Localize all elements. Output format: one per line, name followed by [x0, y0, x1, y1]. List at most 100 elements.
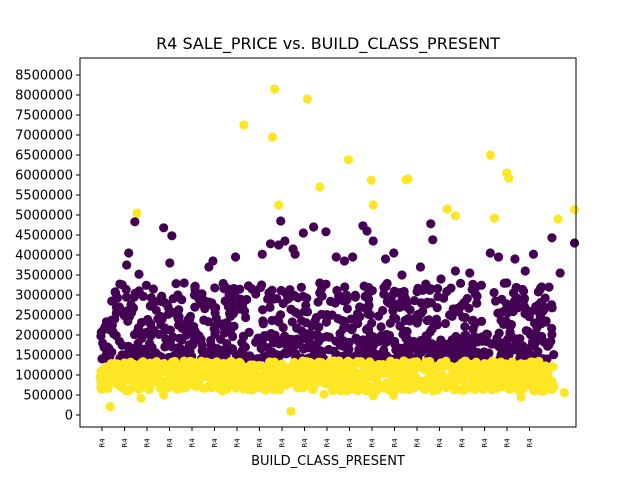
data-point [224, 284, 234, 294]
data-point [260, 385, 271, 395]
data-point [291, 340, 301, 350]
data-point [210, 329, 220, 339]
data-point [139, 344, 150, 354]
data-point [239, 120, 249, 130]
data-point [520, 303, 530, 313]
data-point [455, 278, 466, 288]
data-point [166, 375, 176, 385]
data-point [235, 349, 245, 359]
y-tick-label: 5500000 [15, 189, 73, 204]
data-point [368, 236, 378, 246]
data-point [363, 309, 373, 319]
x-tick-label: R4 [301, 438, 309, 448]
data-point [180, 376, 190, 386]
data-point [138, 291, 148, 301]
data-point [536, 319, 546, 329]
data-point [287, 361, 297, 372]
data-point [203, 382, 213, 392]
data-point [508, 288, 519, 298]
plot-frame [79, 57, 577, 428]
data-point [317, 291, 327, 301]
data-point [298, 358, 308, 368]
data-point [268, 383, 278, 393]
data-point [376, 381, 386, 391]
data-point [276, 216, 286, 226]
data-point [462, 293, 472, 304]
data-point [433, 284, 443, 294]
data-point [363, 282, 374, 293]
data-point [131, 371, 142, 381]
data-point [493, 252, 504, 262]
data-point [471, 282, 481, 292]
data-point [105, 402, 115, 412]
data-point [341, 290, 352, 300]
data-point [207, 298, 217, 308]
data-point [129, 359, 139, 369]
data-point [129, 329, 140, 340]
data-point [542, 368, 553, 379]
data-point [115, 306, 125, 316]
data-point [429, 368, 439, 378]
data-point [96, 378, 106, 388]
data-point [343, 155, 354, 165]
data-point [466, 342, 476, 352]
x-tick-label: R4 [459, 438, 467, 448]
y-tick-label: 4000000 [15, 249, 73, 264]
data-point [466, 383, 476, 393]
data-point [542, 341, 553, 351]
y-tick-label: 7500000 [15, 109, 73, 124]
x-tick-label: R4 [436, 438, 444, 448]
data-point [298, 291, 308, 301]
data-point [104, 343, 114, 353]
data-point [179, 278, 189, 288]
data-point [121, 292, 132, 302]
data-point [144, 385, 154, 395]
data-point [156, 379, 166, 389]
data-point [253, 333, 263, 343]
x-tick-label: R4 [414, 438, 422, 448]
data-point [288, 374, 298, 384]
data-point [405, 384, 415, 395]
data-point [136, 393, 146, 403]
data-point [504, 332, 515, 342]
data-point [267, 285, 277, 295]
data-point [413, 310, 423, 320]
data-point [324, 362, 334, 372]
data-point [448, 343, 458, 353]
data-point [181, 330, 191, 340]
data-point [226, 373, 236, 383]
data-point [304, 329, 314, 339]
data-point [107, 360, 117, 371]
data-point [478, 379, 488, 389]
data-point [547, 384, 557, 394]
data-point [437, 362, 447, 372]
data-point [528, 249, 539, 259]
data-point [389, 286, 399, 296]
data-point [510, 379, 520, 389]
data-point [428, 386, 438, 396]
data-point [203, 317, 213, 327]
data-point [100, 321, 110, 332]
data-point [318, 377, 328, 387]
y-tick-label: 6500000 [15, 149, 73, 164]
data-point [296, 282, 306, 292]
data-point [489, 287, 499, 298]
data-point [553, 214, 563, 224]
data-point [286, 305, 297, 315]
data-point [450, 266, 460, 276]
x-tick-label: R4 [346, 438, 354, 448]
data-point [111, 367, 121, 378]
data-point [547, 233, 557, 243]
dense-point-band [95, 84, 580, 416]
data-point [350, 314, 361, 324]
data-point [266, 374, 276, 385]
y-tick-label: 4500000 [15, 229, 73, 244]
data-point [335, 340, 345, 350]
data-point [464, 303, 474, 313]
data-point [257, 249, 267, 259]
data-point [518, 343, 528, 353]
data-point [128, 350, 138, 360]
x-tick-label: R4 [234, 438, 242, 448]
data-point [290, 249, 300, 259]
